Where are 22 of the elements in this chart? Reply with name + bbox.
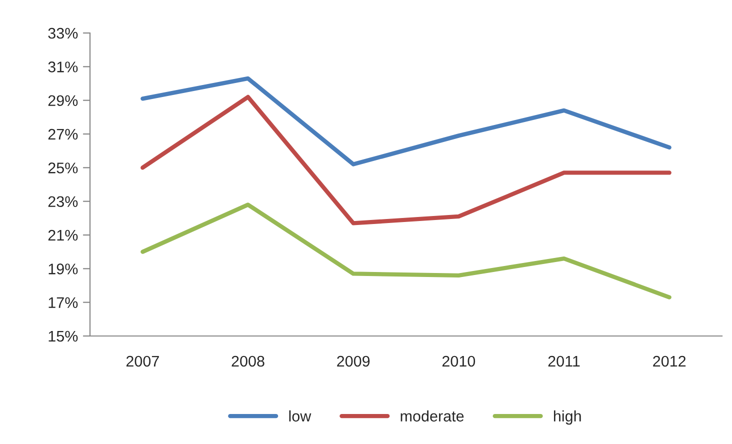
line-series [140, 94, 672, 226]
y-tick-label: 31% [48, 62, 78, 72]
legend-label: low [289, 410, 312, 422]
x-tick-label: 2010 [442, 356, 476, 367]
x-tick-label: 2012 [653, 356, 686, 367]
y-tick-label: 33% [48, 28, 78, 39]
y-tick-label: 25% [48, 162, 78, 174]
x-tick-label: 2009 [337, 356, 370, 367]
y-tick-label: 29% [48, 95, 78, 106]
y-tick-label: 27% [48, 128, 78, 140]
y-tick-label: 21% [48, 230, 78, 241]
x-tick-label: 2011 [548, 356, 580, 367]
x-tick-label: 2008 [232, 356, 264, 367]
y-tick-label: 23% [48, 196, 78, 208]
y-tick-label: 19% [48, 264, 78, 274]
x-tick-label: 2007 [126, 356, 159, 367]
y-tick-label: 17% [48, 297, 78, 308]
legend-label: high [554, 410, 581, 425]
line-series [140, 202, 672, 300]
legend-label: moderate [400, 410, 464, 422]
line-series [140, 76, 672, 166]
y-tick-label: 15% [48, 330, 78, 342]
